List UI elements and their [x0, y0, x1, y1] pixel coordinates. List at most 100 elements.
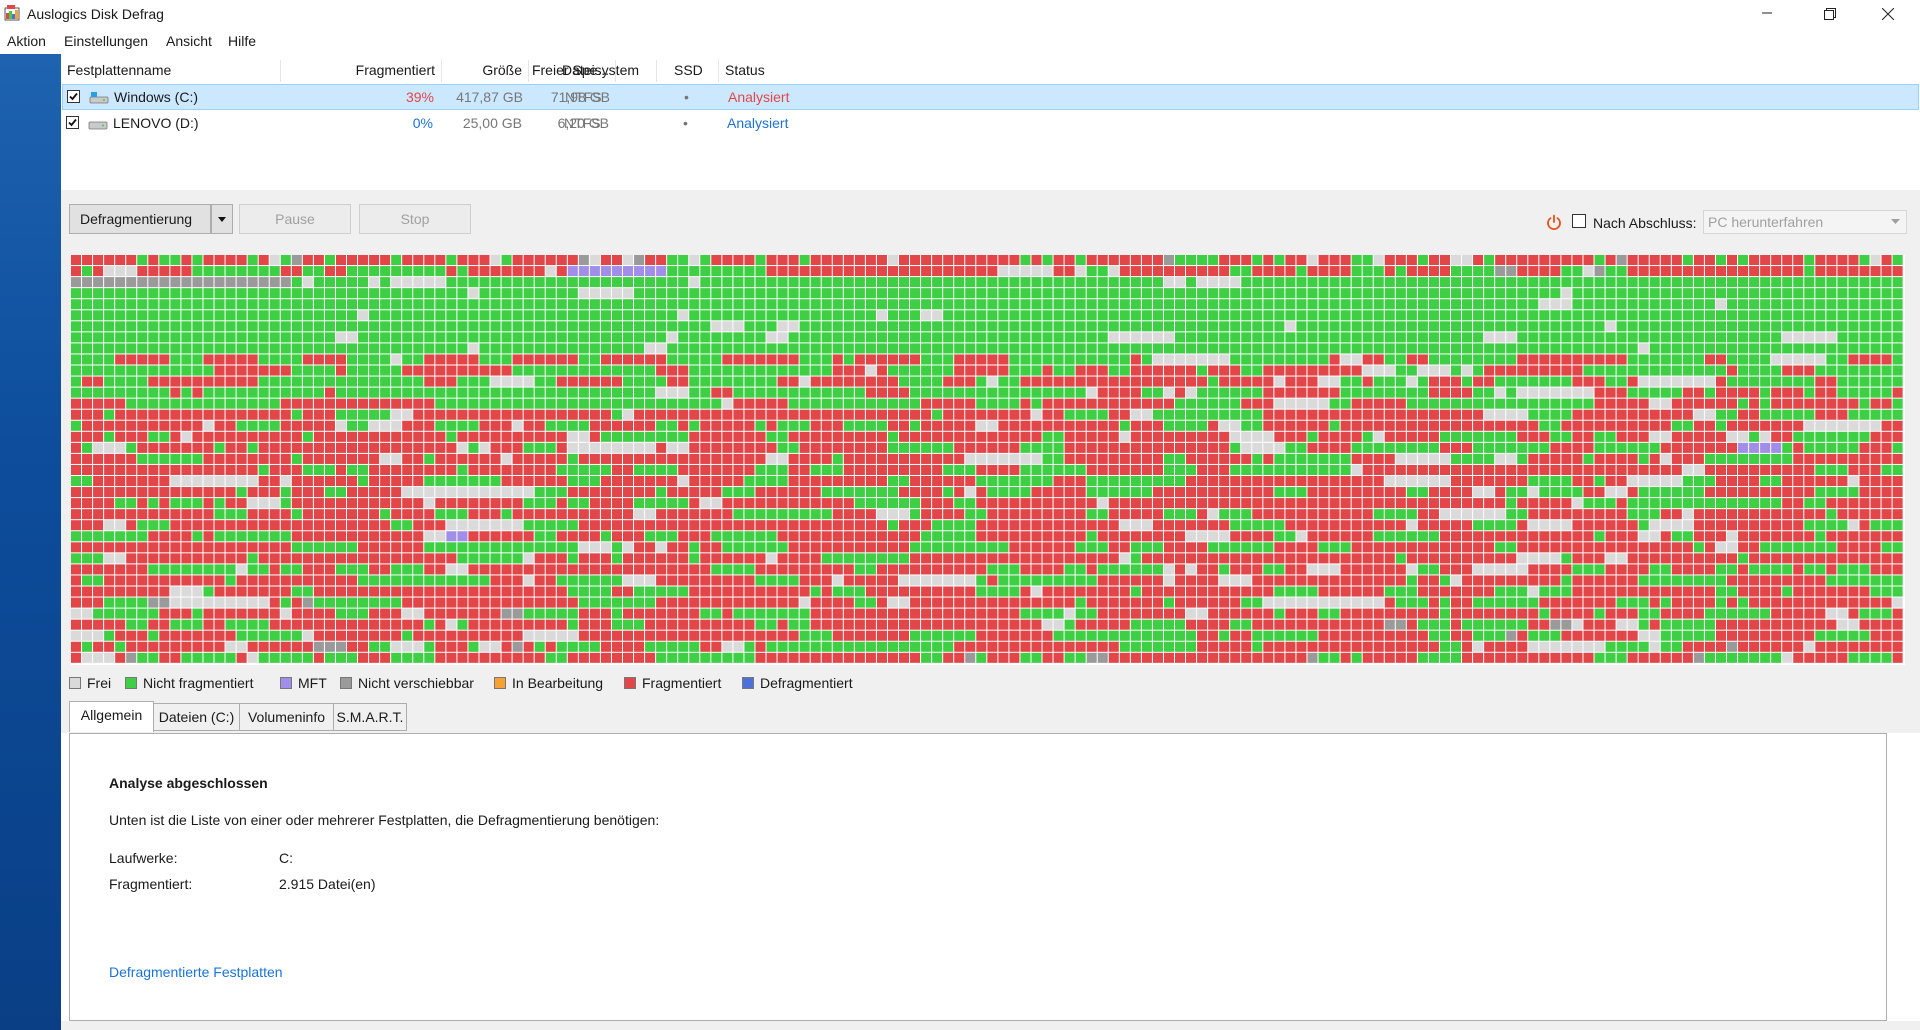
pause-button[interactable]: Pause: [239, 204, 351, 234]
cluster-block: [1119, 354, 1130, 365]
cluster-block: [987, 409, 998, 420]
cluster-block: [821, 354, 832, 365]
cluster-block: [876, 376, 887, 387]
cluster-block: [1550, 420, 1561, 431]
cluster-block: [567, 354, 578, 365]
cluster-block: [126, 531, 137, 542]
cluster-block: [722, 553, 733, 564]
stop-button[interactable]: Stop: [359, 204, 471, 234]
menu-ansicht[interactable]: Ansicht: [166, 33, 212, 49]
cluster-block: [181, 354, 192, 365]
cluster-block: [258, 409, 269, 420]
cluster-block: [1704, 531, 1715, 542]
cluster-block: [634, 310, 645, 321]
cluster-block: [667, 464, 678, 475]
col-header-fragmented[interactable]: Fragmentiert: [355, 62, 435, 78]
col-header-name[interactable]: Festplattenname: [67, 62, 172, 78]
cluster-block: [1583, 509, 1594, 520]
col-header-size[interactable]: Größe: [482, 62, 522, 78]
cluster-block: [280, 453, 291, 464]
cluster-block: [1451, 553, 1462, 564]
col-header-ssd[interactable]: SSD: [674, 62, 703, 78]
cluster-block: [512, 288, 523, 299]
cluster-block: [832, 365, 843, 376]
cluster-block: [1417, 398, 1428, 409]
cluster-block: [1340, 365, 1351, 376]
cluster-block: [1704, 299, 1715, 310]
cluster-block: [93, 288, 104, 299]
cluster-block: [1285, 509, 1296, 520]
cluster-block: [159, 487, 170, 498]
cluster-block: [623, 431, 634, 442]
cluster-block: [1649, 365, 1660, 376]
close-button[interactable]: [1858, 0, 1916, 28]
cluster-block: [1539, 288, 1550, 299]
after-completion-checkbox[interactable]: [1572, 214, 1586, 228]
cluster-block: [1053, 398, 1064, 409]
drive-row-d[interactable]: LENOVO (D:) 0% 25,00 GB 6,20 GB NTFS • A…: [62, 111, 1919, 137]
cluster-block: [1009, 398, 1020, 409]
cluster-block: [1539, 487, 1550, 498]
cluster-block: [1837, 255, 1848, 266]
minimize-button[interactable]: [1738, 0, 1796, 28]
cluster-block: [634, 343, 645, 354]
cluster-block: [1848, 476, 1859, 487]
menu-hilfe[interactable]: Hilfe: [228, 33, 257, 49]
app-icon: [4, 5, 20, 21]
col-header-free[interactable]: Freier Spe...: [531, 62, 609, 78]
cluster-block: [821, 453, 832, 464]
drive-row-c[interactable]: Windows (C:) 39% 417,87 GB 71,98 GB NTFS…: [62, 84, 1919, 110]
cluster-block: [1119, 398, 1130, 409]
cluster-block: [1086, 277, 1097, 288]
cluster-block: [1638, 487, 1649, 498]
defrag-button[interactable]: Defragmentierung: [69, 204, 211, 234]
cluster-block: [93, 453, 104, 464]
cluster-block: [600, 255, 611, 266]
cluster-block: [1362, 299, 1373, 310]
cluster-block: [1263, 387, 1274, 398]
col-header-filesystem[interactable]: Dateisystem: [562, 62, 640, 78]
cluster-block: [1715, 498, 1726, 509]
cluster-block: [258, 542, 269, 553]
cluster-block: [1550, 288, 1561, 299]
cluster-block: [854, 542, 865, 553]
drive-c-checkbox[interactable]: [67, 90, 80, 103]
cluster-block: [1671, 553, 1682, 564]
cluster-block: [347, 453, 358, 464]
cluster-block: [1693, 343, 1704, 354]
cluster-block: [1373, 343, 1384, 354]
cluster-block: [1704, 487, 1715, 498]
cluster-block: [887, 553, 898, 564]
cluster-block: [1130, 387, 1141, 398]
menu-einstellungen[interactable]: Einstellungen: [64, 33, 149, 49]
cluster-block: [1075, 376, 1086, 387]
cluster-block: [1285, 266, 1296, 277]
cluster-block: [810, 575, 821, 586]
cluster-block: [1738, 442, 1749, 453]
cluster-block: [104, 464, 115, 475]
col-header-status[interactable]: Status: [725, 62, 765, 78]
cluster-block: [1439, 332, 1450, 343]
cluster-block: [589, 354, 600, 365]
defrag-dropdown-button[interactable]: [211, 204, 233, 234]
cluster-block: [347, 387, 358, 398]
cluster-block: [225, 542, 236, 553]
drive-d-checkbox[interactable]: [66, 116, 79, 129]
cluster-block: [280, 387, 291, 398]
cluster-block: [1616, 343, 1627, 354]
cluster-block: [170, 409, 181, 420]
cluster-block: [1506, 531, 1517, 542]
menu-aktion[interactable]: Aktion: [7, 33, 46, 49]
cluster-block: [1208, 409, 1219, 420]
cluster-block: [1395, 453, 1406, 464]
cluster-block: [1660, 266, 1671, 277]
cluster-block: [1064, 476, 1075, 487]
after-completion-select[interactable]: PC herunterfahren: [1703, 210, 1907, 234]
cluster-block: [446, 553, 457, 564]
cluster-block: [302, 409, 313, 420]
maximize-button[interactable]: [1800, 0, 1858, 28]
cluster-block: [1782, 564, 1793, 575]
cluster-block: [203, 553, 214, 564]
cluster-block: [1682, 476, 1693, 487]
cluster-block: [1340, 387, 1351, 398]
